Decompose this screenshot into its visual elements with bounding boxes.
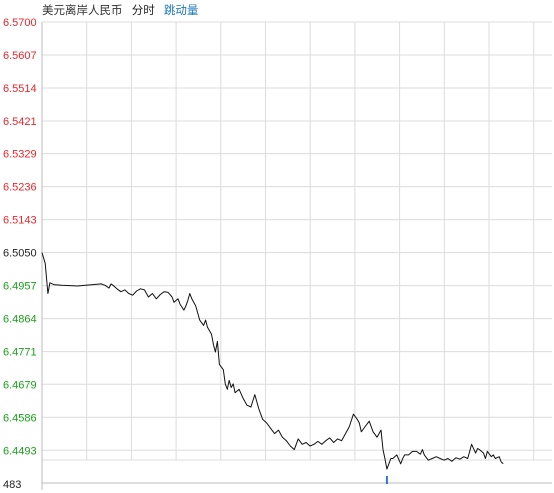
tab-tick-volume[interactable]: 跳动量	[163, 5, 199, 17]
y-tick-label: 6.5329	[3, 149, 37, 161]
y-tick-label: 6.5514	[3, 83, 37, 95]
y-tick-label: 6.4957	[3, 281, 37, 293]
y-tick-label: 6.5700	[3, 17, 37, 29]
instrument-title: 美元离岸人民币	[42, 5, 123, 17]
y-tick-label: 6.5421	[3, 116, 37, 128]
price-series-line	[41, 252, 504, 470]
y-tick-label: 6.5143	[3, 215, 37, 227]
y-tick-label: 6.4679	[3, 379, 37, 391]
chart-header: 美元离岸人民币 分时 跳动量	[42, 3, 204, 19]
y-tick-label: 6.5050	[3, 248, 37, 260]
y-tick-label: 6.4771	[3, 347, 37, 359]
tab-time-sharing[interactable]: 分时	[131, 5, 155, 17]
y-tick-label: 6.5236	[3, 182, 37, 194]
y-tick-label: 6.5607	[3, 50, 37, 62]
y-tick-label: 6.4864	[3, 314, 37, 326]
y-tick-label: 6.4586	[3, 412, 37, 424]
volume-scale-label: 483	[3, 479, 21, 491]
y-tick-label: 6.4493	[3, 445, 37, 457]
